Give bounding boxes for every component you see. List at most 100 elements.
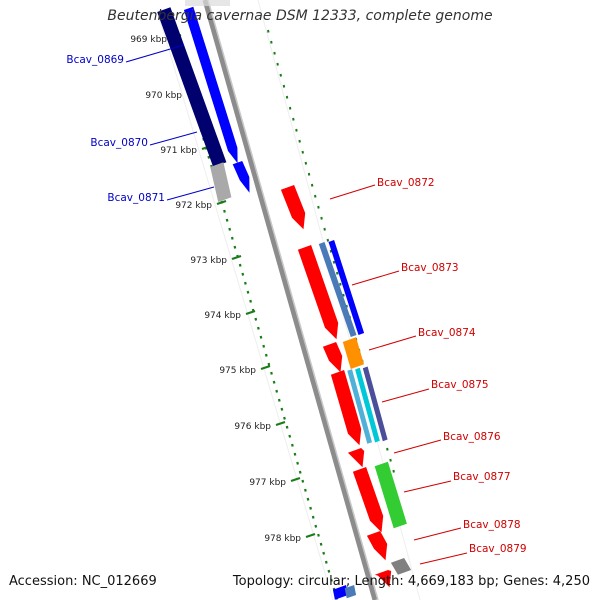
ruler-tick-label: 974 kbp	[204, 311, 241, 321]
gene-leader-line	[381, 388, 430, 403]
gene-label[interactable]: Bcav_0872	[377, 177, 435, 189]
gene-arrow-bcav-0877[interactable]	[352, 467, 384, 533]
gene-bar-bcav-0875-cyan[interactable]	[347, 369, 372, 444]
lane-dot	[320, 216, 323, 220]
gene-label[interactable]: Bcav_0869	[66, 54, 124, 66]
gene-label[interactable]: Bcav_0878	[463, 519, 521, 531]
gene-arrow-bcav-0873[interactable]	[297, 245, 339, 340]
ruler-dot	[207, 155, 211, 159]
gene-leader-line	[149, 131, 198, 146]
gene-bar-bottom-blue[interactable]	[332, 585, 349, 600]
gene-leader-line	[125, 44, 185, 63]
ruler-tick-label: 976 kbp	[234, 422, 271, 432]
gene-arrow-bcav-0869[interactable]	[183, 6, 238, 164]
ruler-tick	[245, 309, 256, 316]
lane-dot	[270, 40, 273, 44]
gene-arrow-bcav-0875[interactable]	[330, 370, 362, 446]
gene-label[interactable]: Bcav_0871	[107, 192, 165, 204]
ruler-dot	[327, 569, 331, 573]
ruler-dot	[244, 281, 247, 285]
ruler-tick	[275, 420, 286, 427]
ruler-dot	[264, 353, 268, 357]
lane-dot	[314, 194, 317, 198]
gene-bar-bcav-0873-blue[interactable]	[328, 240, 365, 335]
gene-bar-bcav-0879[interactable]	[390, 558, 412, 575]
gene-label[interactable]: Bcav_0879	[469, 543, 527, 555]
gene-arrow-bcav-0879[interactable]	[374, 570, 392, 588]
lane-dot	[326, 238, 330, 242]
gene-bar-bcav-0875-teal[interactable]	[355, 367, 380, 443]
gene-leader-line	[413, 527, 462, 541]
ruler-dot	[293, 452, 297, 456]
ruler-dot	[228, 227, 232, 231]
ruler-dot	[233, 245, 237, 249]
ruler-dot	[322, 551, 326, 555]
ruler-dot	[311, 515, 315, 519]
gene-label[interactable]: Bcav_0877	[453, 471, 511, 483]
gene-label[interactable]: Bcav_0875	[431, 379, 489, 391]
ruler-dot	[272, 380, 276, 384]
ruler-dot	[246, 290, 250, 294]
genome-backbone	[202, 0, 378, 600]
lane-dot	[342, 293, 345, 297]
gene-label[interactable]: Bcav_0870	[90, 137, 148, 149]
gene-leader-line	[329, 184, 376, 200]
gene-arrow-bcav-0871[interactable]	[232, 161, 250, 193]
gene-arrow-bcav-0878[interactable]	[366, 531, 388, 561]
lane-dot	[332, 260, 336, 264]
lane-dot	[267, 29, 270, 33]
ruler-dot	[319, 542, 323, 546]
gene-leader-line	[166, 186, 215, 201]
ruler-dot	[291, 443, 294, 447]
gene-leader-line	[393, 439, 442, 454]
ruler-tick-label: 972 kbp	[175, 201, 212, 211]
lane-dot	[273, 51, 276, 55]
gene-bar-top	[185, 0, 230, 6]
gene-label[interactable]: Bcav_0873	[401, 262, 459, 274]
gene-arrow-bcav-0872[interactable]	[280, 185, 306, 230]
lane-dot	[295, 128, 298, 132]
ruler-dot	[285, 425, 289, 429]
ruler-tick	[231, 254, 242, 261]
ruler-dot	[249, 299, 252, 303]
gene-bar-bcav-0869[interactable]	[157, 7, 227, 167]
ruler-tick	[290, 476, 301, 483]
gene-label[interactable]: Bcav_0876	[443, 431, 501, 443]
ruler-tick	[305, 532, 316, 539]
gene-bar-bcav-0871[interactable]	[210, 162, 232, 202]
lane-dot	[329, 249, 333, 253]
ruler-dot	[324, 560, 328, 564]
lane-dot	[285, 95, 289, 99]
gene-arrow-bcav-0876[interactable]	[347, 448, 365, 468]
lane-dot	[276, 62, 279, 66]
ruler-dot	[223, 209, 226, 213]
ruler-tick-label: 973 kbp	[190, 256, 227, 266]
ruler-dot	[314, 524, 318, 528]
gene-label[interactable]: Bcav_0874	[418, 327, 476, 339]
ruler-dot	[275, 389, 279, 393]
gene-bar-bottom-steel[interactable]	[344, 585, 357, 599]
lane-dot	[386, 447, 389, 451]
genome-backbone-highlight	[207, 0, 379, 600]
lane-dot	[304, 161, 308, 165]
ruler-dot	[257, 326, 260, 330]
ruler-tick-label: 977 kbp	[249, 478, 286, 488]
ruler-dot	[277, 398, 281, 402]
gene-bar-bcav-0874[interactable]	[342, 337, 364, 369]
lane-dot	[317, 205, 320, 209]
gene-bar-bcav-0873-steel[interactable]	[318, 242, 357, 337]
ruler-tick	[260, 364, 271, 371]
ruler-dot	[288, 434, 292, 438]
lane-dot	[392, 469, 395, 473]
lane-dot	[310, 183, 314, 187]
gene-bar-bcav-0875-indigo[interactable]	[362, 366, 388, 442]
ruler-dot	[301, 479, 305, 483]
gene-bar-bcav-0877[interactable]	[374, 461, 407, 529]
ruler-dot	[259, 335, 263, 339]
ruler-dot	[309, 506, 312, 510]
ruler-dot	[270, 371, 273, 375]
ruler-dot	[254, 317, 258, 321]
ruler-dot	[296, 461, 299, 465]
gene-arrow-bcav-0874[interactable]	[322, 342, 343, 373]
